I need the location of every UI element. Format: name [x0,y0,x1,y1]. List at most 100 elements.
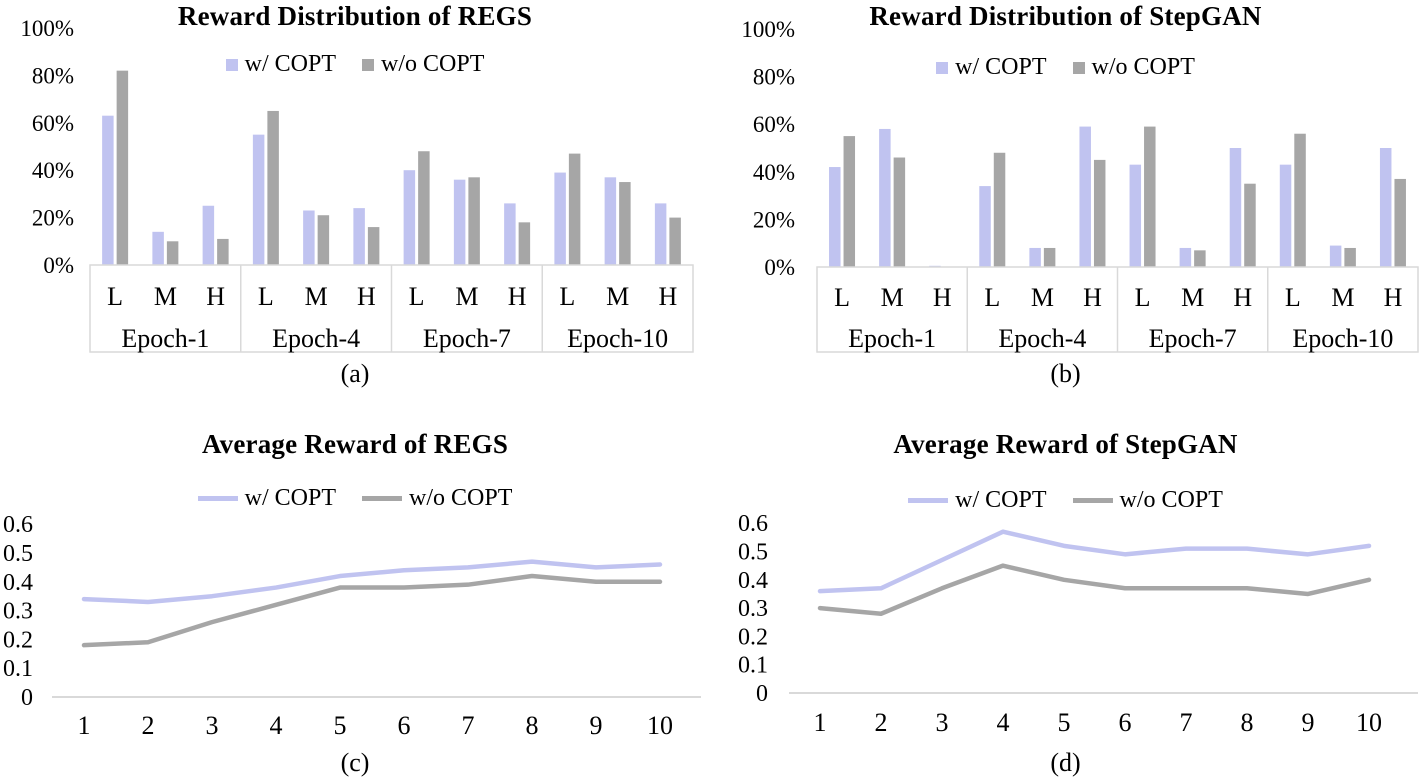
subcategory-label: H [508,282,527,311]
bar-without-copt [669,217,681,265]
bar-with-copt [1379,148,1392,267]
bar-with-copt [303,210,315,265]
bar-with-copt [829,167,841,267]
x-tick-label: 5 [1058,708,1071,737]
bar-with-copt [102,115,114,265]
legend-item-without-copt: w/o COPT [362,485,512,512]
legend: w/ COPT w/o COPT [710,487,1421,514]
group-label: Epoch-1 [121,324,209,353]
subcategory-label: M [154,282,177,311]
chart-title: Reward Distribution of StepGAN [869,1,1262,31]
x-tick-label: 5 [334,711,347,740]
group-label: Epoch-1 [848,324,936,353]
line-plot-stepgan: 00.1 0.20.30.40.5 0.6 1 2 3 4 5 6 7 8 9 10 [738,511,1418,737]
bar-without-copt [1244,183,1256,267]
y-tick-label: 40% [32,158,74,183]
y-tick-label: 0.3 [3,599,33,625]
x-tick-label: 7 [462,711,475,740]
group-label: Epoch-10 [1292,324,1393,353]
subcategory-label: M [1031,283,1054,312]
x-tick-label: 9 [1302,708,1315,737]
y-tick-label: 0 [21,685,33,711]
bar-without-copt [1144,126,1156,267]
series-line-without-copt [817,563,1372,617]
bar-with-copt [654,203,667,265]
bar-with-copt [1229,148,1242,267]
subcategory-label: H [658,282,677,311]
subcategory-label: L [107,282,123,311]
y-tick-label: 80% [32,63,74,88]
x-tick-label: 9 [590,711,603,740]
y-tick-label: 0.2 [3,627,33,653]
x-tick-label: 3 [936,708,949,737]
legend: w/ COPT w/o COPT [0,51,710,78]
legend-item-without-copt: w/o COPT [362,51,484,78]
bar-with-copt [453,179,466,265]
subfigure-caption: (c) [340,748,370,777]
x-tick-label: 4 [270,711,283,740]
x-tick-label: 6 [1119,708,1132,737]
bar-with-copt [1079,126,1091,267]
subcategory-label: M [881,283,904,312]
legend-swatch-without-copt-icon [362,58,374,71]
bar-with-copt [1129,164,1142,267]
bar-without-copt [217,238,229,265]
x-tick-label: 1 [814,708,827,737]
bar-without-copt [619,182,631,265]
bar-with-copt [202,205,215,265]
legend-swatch-with-copt-icon [908,498,949,503]
chart-title: Reward Distribution of REGS [177,1,533,31]
bar-without-copt [418,151,430,265]
group-label: Epoch-7 [423,324,511,353]
y-tick-label: 60% [32,111,74,136]
series-line-with-copt [81,559,663,605]
y-tick-label: 100% [20,16,74,41]
y-tick-label: 0.2 [738,624,768,650]
legend-swatch-with-copt-icon [936,61,949,74]
legend-label-with-copt: w/ COPT [244,51,336,77]
y-tick-label: 60% [753,112,795,137]
x-tick-label: 2 [875,708,888,737]
group-label: Epoch-4 [998,324,1086,353]
legend-item-with-copt: w/ COPT [225,51,336,78]
chart-title: Average Reward of StepGAN [893,429,1238,459]
x-tick-label: 2 [142,711,155,740]
subcategory-label: H [357,282,376,311]
y-tick-label: 0.5 [738,540,768,566]
bar-without-copt [468,177,480,265]
y-tick-label: 20% [32,206,74,231]
legend-label-without-copt: w/o COPT [409,485,513,511]
group-label: Epoch-4 [272,324,360,353]
bar-without-copt [893,157,906,267]
legend-label-with-copt: w/ COPT [955,54,1047,80]
chart-average-reward-stepgan: Average Reward of StepGAN 0 0.1 0.2 0.3 0.4 0… [710,390,1421,777]
bar-with-copt [252,134,265,265]
subcategory-label: H [1233,283,1252,312]
legend-label-without-copt: w/o COPT [1119,487,1223,513]
legend-item-with-copt: w/ COPT [908,487,1047,514]
legend-item-with-copt: w/ COPT [197,485,336,512]
y-tick-label: 0% [764,255,795,280]
bar-with-copt [604,177,617,265]
group-label: Epoch-7 [1149,324,1237,353]
y-tick-label: 80% [753,65,795,90]
chart-title: Average Reward of REGS [201,429,509,459]
bar-without-copt [518,222,531,265]
y-tick-label: 0% [43,253,74,278]
series-line-with-copt [817,529,1372,594]
subfigure-caption: (b) [1050,359,1081,388]
bar-with-copt [504,203,516,265]
subcategory-label: H [933,283,952,312]
legend-swatch-without-copt-icon [1072,498,1113,503]
y-tick-label: 0.3 [738,596,768,622]
chart-reward-distribution-stepgan: Reward Distribution of StepGAN 0% 20% 40% 6… [710,0,1421,390]
legend-swatch-without-copt-icon [362,496,402,501]
chart-reward-distribution-regs: Reward Distribution of REGS 0% 20% 40% 60% 8… [0,0,710,390]
subcategory-label: H [1384,283,1403,312]
x-tick-label: 8 [526,711,539,740]
subcategory-label: L [409,282,425,311]
x-tick-label: 10 [1356,708,1382,737]
bar-without-copt [1043,247,1056,267]
